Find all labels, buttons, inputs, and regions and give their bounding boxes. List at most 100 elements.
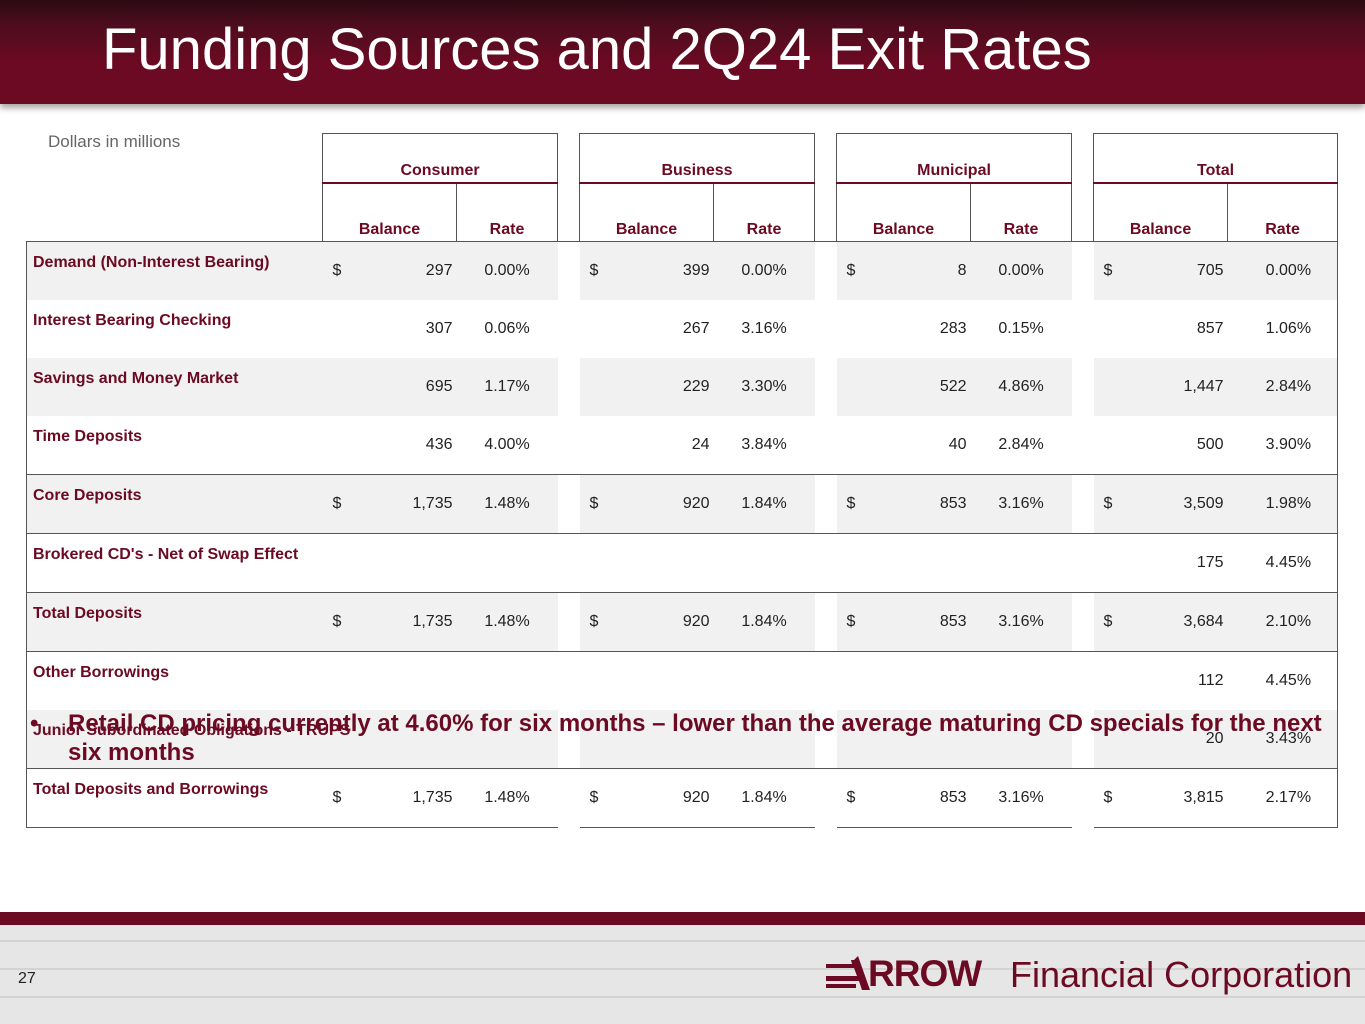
currency-symbol: $ <box>579 474 612 534</box>
balance-value: 229 <box>611 358 714 416</box>
currency-symbol <box>1093 710 1126 769</box>
rate-value: 3.90% <box>1227 416 1339 475</box>
col-rate: Rate <box>1227 183 1339 242</box>
currency-symbol: $ <box>579 592 612 652</box>
balance-value: 283 <box>939 320 967 337</box>
balance-value <box>354 651 457 710</box>
col-balance: Balance <box>1093 183 1228 242</box>
balance-value <box>354 710 457 769</box>
table-row: Time Deposits 436 4.00% 24 3.84% 40 2.84% 500 3.… <box>26 416 1339 475</box>
currency-symbol: $ <box>836 768 869 828</box>
balance-value: 522 <box>868 358 971 416</box>
balance-value: 24 <box>691 436 710 453</box>
table-row: Total Deposits and Borrowings $1,735 1.48%… <box>26 768 1339 828</box>
balance-value: 267 <box>682 320 710 337</box>
currency-symbol: $ <box>579 768 612 828</box>
rate-value <box>713 651 815 710</box>
currency-symbol <box>322 651 355 710</box>
table-row: Total Deposits $1,735 1.48% $920 1.84% $853 3.… <box>26 592 1339 652</box>
balance-value: 8 <box>868 241 971 300</box>
rate-value: 1.84% <box>713 768 815 828</box>
currency-symbol: $ <box>836 592 869 652</box>
table-body: Demand (Non-Interest Bearing) $297 0.00% $3… <box>26 241 1339 828</box>
balance-value: 853 <box>868 592 971 652</box>
rate-value <box>713 533 815 593</box>
currency-symbol <box>1094 416 1126 475</box>
table-row: Core Deposits $1,735 1.48% $920 1.84% $853 3.1… <box>26 474 1339 534</box>
row-label: Interest Bearing Checking <box>26 300 323 358</box>
balance-value: 436 <box>425 436 453 453</box>
rate-value: 0.06% <box>484 320 530 337</box>
balance-value: 175 <box>1125 533 1228 593</box>
rate-value <box>970 651 1072 710</box>
currency-symbol: $ <box>1093 768 1126 828</box>
currency-symbol <box>836 651 869 710</box>
currency-symbol <box>837 300 869 358</box>
currency-symbol <box>837 416 869 475</box>
balance-value <box>868 710 971 769</box>
balance-value: 3,815 <box>1125 768 1228 828</box>
balance-value: 112 <box>1125 651 1228 710</box>
rate-value: 3.16% <box>970 768 1072 828</box>
page-title: Funding Sources and 2Q24 Exit Rates <box>102 17 1092 82</box>
rate-value: 0.00% <box>1227 241 1339 300</box>
currency-symbol: $ <box>322 592 355 652</box>
rate-value: 3.43% <box>1227 710 1339 769</box>
rate-value: 4.45% <box>1227 651 1339 710</box>
funding-table: Consumer Business Municipal Total Balanc… <box>26 133 1339 828</box>
currency-symbol: $ <box>579 241 612 300</box>
rate-value: 4.00% <box>484 436 530 453</box>
balance-value: 1,735 <box>354 768 457 828</box>
balance-value <box>611 651 714 710</box>
units-note: Dollars in millions <box>48 132 181 151</box>
balance-value: 500 <box>1196 436 1224 453</box>
currency-symbol <box>322 358 355 416</box>
col-balance: Balance <box>322 183 457 242</box>
currency-symbol: $ <box>836 241 869 300</box>
rate-value: 1.98% <box>1227 474 1339 534</box>
rate-value: 1.84% <box>713 592 815 652</box>
row-label: Savings and Money Market <box>26 358 323 416</box>
logo-company-name: Financial Corporation <box>1010 954 1353 995</box>
row-label: Other Borrowings <box>26 651 323 710</box>
page-number: 27 <box>18 970 36 987</box>
currency-symbol: $ <box>1093 592 1126 652</box>
rate-value: 0.15% <box>998 320 1044 337</box>
row-label: Junior Subordinated Obligations - TRUPS <box>26 710 350 769</box>
currency-symbol <box>580 300 612 358</box>
rate-value <box>456 710 558 769</box>
bullet-item: • Retail CD pricing currently at 4.60% f… <box>30 709 1330 767</box>
balance-value: 1,735 <box>354 592 457 652</box>
currency-symbol <box>836 358 869 416</box>
balance-value <box>868 533 971 593</box>
group-consumer: Consumer <box>321 133 559 184</box>
rate-value: 4.86% <box>970 358 1072 416</box>
currency-symbol <box>1093 533 1126 593</box>
currency-symbol: $ <box>322 768 355 828</box>
balance-value <box>868 651 971 710</box>
balance-value: 920 <box>611 592 714 652</box>
rate-value: 1.17% <box>456 358 558 416</box>
currency-symbol: $ <box>1093 241 1126 300</box>
group-business: Business <box>579 133 816 184</box>
col-rate: Rate <box>713 183 816 242</box>
balance-value: 857 <box>1196 320 1224 337</box>
balance-value: 3,684 <box>1125 592 1228 652</box>
table-row: Brokered CD's - Net of Swap Effect 175 4.4… <box>26 533 1339 593</box>
rate-value: 1.06% <box>1227 300 1339 358</box>
currency-symbol <box>1093 358 1126 416</box>
currency-symbol <box>579 651 612 710</box>
rate-value: 3.84% <box>741 436 787 453</box>
footer-band <box>0 912 1365 1024</box>
col-balance: Balance <box>579 183 714 242</box>
row-label: Demand (Non-Interest Bearing) <box>26 241 323 300</box>
company-logo: RROW Financial Corporation <box>824 950 1354 998</box>
row-label: Total Deposits <box>26 592 323 652</box>
col-rate: Rate <box>970 183 1073 242</box>
currency-symbol <box>580 416 612 475</box>
balance-value: 1,735 <box>354 474 457 534</box>
balance-value: 3,509 <box>1125 474 1228 534</box>
rate-value: 3.16% <box>970 592 1072 652</box>
currency-symbol <box>1094 300 1126 358</box>
balance-value: 920 <box>611 474 714 534</box>
